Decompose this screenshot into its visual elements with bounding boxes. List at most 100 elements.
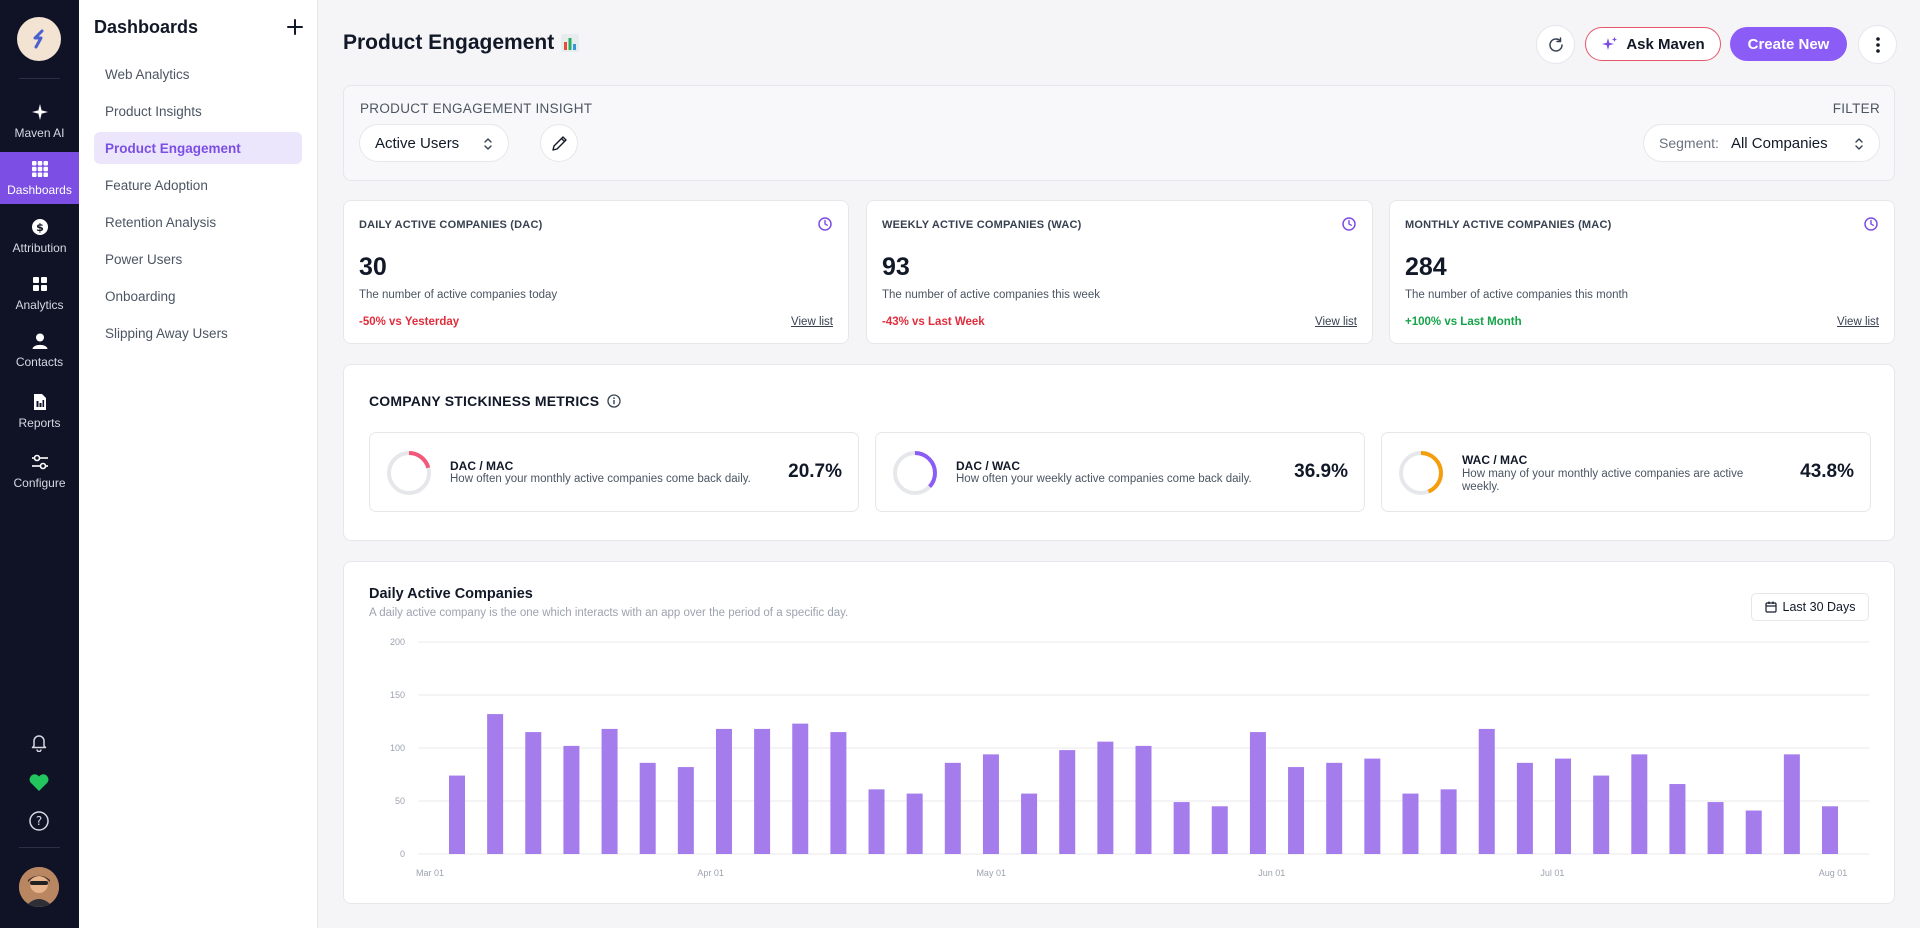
stickiness-description: How often your monthly active companies … xyxy=(450,473,751,485)
chart-bar[interactable] xyxy=(1783,754,1800,854)
view-list-link[interactable]: View list xyxy=(1315,316,1357,328)
y-tick-label: 200 xyxy=(390,637,405,647)
sidebar-item-product-engagement[interactable]: Product Engagement xyxy=(94,132,302,164)
sidebar-item-retention-analysis[interactable]: Retention Analysis xyxy=(94,206,302,238)
chart-bar[interactable] xyxy=(1669,784,1686,854)
share-button[interactable] xyxy=(1536,25,1575,64)
date-range-label: Last 30 Days xyxy=(1782,600,1856,614)
chart-bar[interactable] xyxy=(563,745,580,854)
chart-bar[interactable] xyxy=(1021,793,1038,854)
edit-insight-button[interactable] xyxy=(540,124,578,162)
rail-item-label: Contacts xyxy=(15,354,64,369)
chart-bar[interactable] xyxy=(1097,741,1114,854)
chart-bar[interactable] xyxy=(792,723,809,854)
chart-bar[interactable] xyxy=(868,789,885,854)
clock-icon[interactable] xyxy=(1342,217,1356,231)
bar-chart-emoji-icon xyxy=(561,34,580,52)
chart-bar[interactable] xyxy=(677,767,694,854)
sidebar-item-label: Onboarding xyxy=(105,288,176,304)
chart-bar[interactable] xyxy=(1440,789,1457,854)
avatar[interactable] xyxy=(19,867,59,907)
clock-icon[interactable] xyxy=(818,217,832,231)
svg-text:?: ? xyxy=(36,814,42,828)
chart-bar[interactable] xyxy=(525,732,542,854)
chart-bar[interactable] xyxy=(754,728,771,854)
sidebar-item-label: Product Insights xyxy=(105,103,202,119)
stickiness-description: How many of your monthly active companie… xyxy=(1462,468,1744,493)
heart-icon[interactable] xyxy=(28,771,50,793)
stickiness-card-dac-wac[interactable]: DAC / WAC How often your weekly active c… xyxy=(875,432,1365,512)
rail-item-reports[interactable]: Reports xyxy=(0,385,79,437)
chart-bar[interactable] xyxy=(601,728,618,854)
rail-item-analytics[interactable]: Analytics xyxy=(0,267,79,319)
rail-item-configure[interactable]: Configure xyxy=(0,445,79,497)
rail-item-attribution[interactable]: $ Attribution xyxy=(0,210,79,262)
sidebar-item-product-insights[interactable]: Product Insights xyxy=(94,95,302,127)
y-tick-label: 50 xyxy=(395,796,405,806)
sidebar-item-slipping-away-users[interactable]: Slipping Away Users xyxy=(94,317,302,349)
chart-bar[interactable] xyxy=(1516,762,1533,854)
app-logo[interactable] xyxy=(17,17,61,61)
chart-bar[interactable] xyxy=(944,762,961,854)
chart-bar[interactable] xyxy=(1631,754,1648,854)
chart-bar[interactable] xyxy=(1211,806,1228,854)
segment-select[interactable]: Segment: All Companies xyxy=(1643,124,1880,162)
daily-chart-panel: Daily Active Companies A daily active co… xyxy=(343,561,1895,904)
chart-bar[interactable] xyxy=(1745,810,1762,854)
chart-bar[interactable] xyxy=(1478,728,1495,854)
rail-item-label: Reports xyxy=(18,415,61,430)
chart-bar[interactable] xyxy=(982,754,999,854)
view-list-link[interactable]: View list xyxy=(791,316,833,328)
chart-bar[interactable] xyxy=(1135,745,1152,854)
sidebar-item-label: Retention Analysis xyxy=(105,214,217,230)
rail-item-contacts[interactable]: Contacts xyxy=(0,324,79,376)
clock-icon[interactable] xyxy=(1864,217,1878,231)
ask-maven-button[interactable]: Ask Maven xyxy=(1585,27,1721,61)
chart-bar[interactable] xyxy=(1173,802,1190,854)
metric-description: The number of active companies today xyxy=(359,289,558,301)
chart-bar[interactable] xyxy=(1059,750,1076,854)
sidebar-item-onboarding[interactable]: Onboarding xyxy=(94,280,302,312)
metric-card-dac: DAILY ACTIVE COMPANIES (DAC) 30 The numb… xyxy=(343,200,849,344)
chart-bar[interactable] xyxy=(449,775,465,854)
info-icon[interactable] xyxy=(607,394,621,408)
rail-item-dashboards[interactable]: Dashboards xyxy=(0,152,79,204)
stickiness-card-dac-mac[interactable]: DAC / MAC How often your monthly active … xyxy=(369,432,859,512)
stickiness-percent: 20.7% xyxy=(788,461,842,482)
insight-select[interactable]: Active Users xyxy=(359,124,509,162)
add-dashboard-icon[interactable] xyxy=(284,16,306,38)
metric-delta: -50% vs Yesterday xyxy=(359,316,460,328)
chart-bar[interactable] xyxy=(487,714,504,854)
insight-label: PRODUCT ENGAGEMENT INSIGHT xyxy=(360,101,593,116)
sidebar-item-label: Slipping Away Users xyxy=(105,325,228,341)
chart-bar[interactable] xyxy=(1707,802,1724,854)
sidebar-item-web-analytics[interactable]: Web Analytics xyxy=(94,58,302,90)
sidebar-item-power-users[interactable]: Power Users xyxy=(94,243,302,275)
help-icon[interactable]: ? xyxy=(28,810,50,832)
chart-bar[interactable] xyxy=(1822,806,1838,854)
chart-bar[interactable] xyxy=(1364,758,1381,854)
stickiness-card-wac-mac[interactable]: WAC / MAC How many of your monthly activ… xyxy=(1381,432,1871,512)
chart-bar[interactable] xyxy=(1326,762,1343,854)
chart-title: Daily Active Companies xyxy=(369,586,533,602)
more-options-button[interactable] xyxy=(1858,25,1897,64)
page-title: Product Engagement xyxy=(343,31,580,55)
create-new-button[interactable]: Create New xyxy=(1730,27,1847,61)
stickiness-title-text: COMPANY STICKINESS METRICS xyxy=(369,393,600,409)
sidebar-item-feature-adoption[interactable]: Feature Adoption xyxy=(94,169,302,201)
chart-bar[interactable] xyxy=(830,732,847,854)
chart-bar[interactable] xyxy=(1593,775,1610,854)
bell-icon[interactable] xyxy=(28,731,50,753)
kebab-menu-icon xyxy=(1875,36,1880,53)
rail-item-maven-ai[interactable]: Maven AI xyxy=(0,95,79,147)
chart-bar[interactable] xyxy=(639,762,656,854)
chart-bar[interactable] xyxy=(1402,793,1419,854)
chart-bar[interactable] xyxy=(1249,732,1266,854)
date-range-button[interactable]: Last 30 Days xyxy=(1751,593,1869,621)
chart-bar[interactable] xyxy=(906,793,923,854)
rail-item-label: Configure xyxy=(13,475,66,490)
chart-bar[interactable] xyxy=(1555,758,1572,854)
chart-bar[interactable] xyxy=(1288,767,1305,854)
chart-bar[interactable] xyxy=(715,728,732,854)
view-list-link[interactable]: View list xyxy=(1837,316,1879,328)
